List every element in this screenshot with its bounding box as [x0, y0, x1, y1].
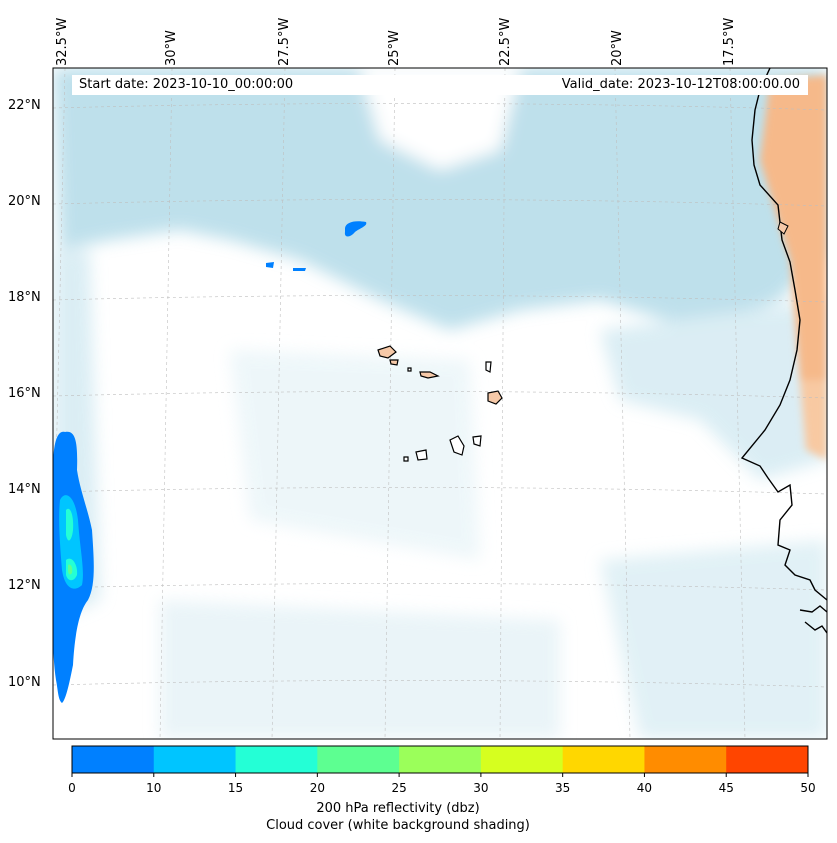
colorbar-tick-label: 50 — [800, 781, 816, 795]
colorbar-subtitle: Cloud cover (white background shading) — [266, 818, 530, 833]
lon-label: 17.5°W — [722, 17, 737, 66]
colorbar-title: 200 hPa reflectivity (dbz) — [316, 801, 480, 816]
valid-date-label: Valid_date: 2023-10-12T08:00:00.00 — [561, 77, 800, 92]
lat-label: 14°N — [8, 482, 41, 497]
lon-label: 32.5°W — [55, 17, 70, 66]
lat-label: 18°N — [8, 290, 41, 305]
lon-label: 25°W — [387, 30, 402, 66]
lat-label: 10°N — [8, 675, 41, 690]
cape-verde-islands — [377, 345, 503, 462]
colorbar-swatch — [399, 746, 482, 773]
colorbar-swatch — [72, 746, 155, 773]
land-warm-shading — [760, 75, 827, 460]
lat-label: 12°N — [8, 578, 41, 593]
graticule — [53, 68, 827, 739]
cloud-cover-shading — [53, 68, 827, 739]
lon-label: 30°W — [164, 30, 179, 66]
colorbar-swatch — [235, 746, 318, 773]
colorbar-tick-label: 10 — [146, 781, 162, 795]
lon-label: 20°W — [610, 30, 625, 66]
lat-label: 20°N — [8, 194, 41, 209]
lon-label: 22.5°W — [498, 17, 513, 66]
lat-label: 22°N — [8, 98, 41, 113]
colorbar-swatch — [480, 746, 564, 773]
colorbar-tick-label: 25 — [391, 781, 407, 795]
map-area — [53, 68, 827, 739]
colorbar-swatch — [153, 746, 237, 773]
date-header: Start date: 2023-10-10_00:00:00 Valid_da… — [72, 75, 808, 95]
africa-coastline — [740, 68, 827, 634]
colorbar-swatch — [317, 746, 400, 773]
map-frame — [52, 67, 828, 740]
lat-label: 16°N — [8, 386, 41, 401]
colorbar-tick-label: 40 — [636, 781, 653, 795]
colorbar-tick-label: 30 — [473, 781, 489, 795]
colorbar-swatch — [726, 746, 809, 773]
reflectivity-patches — [53, 221, 367, 703]
colorbar-tick-label: 20 — [309, 781, 325, 795]
start-date-label: Start date: 2023-10-10_00:00:00 — [79, 77, 294, 92]
colorbar-swatch — [644, 746, 727, 773]
colorbar-tick-label: 35 — [555, 781, 571, 795]
lon-label: 27.5°W — [277, 17, 292, 66]
colorbar — [71, 745, 809, 777]
colorbar-tick-label: 15 — [227, 781, 244, 795]
colorbar-tick-label: 45 — [718, 781, 734, 795]
colorbar-tick-label: 0 — [68, 781, 76, 795]
colorbar-swatch — [562, 746, 645, 773]
